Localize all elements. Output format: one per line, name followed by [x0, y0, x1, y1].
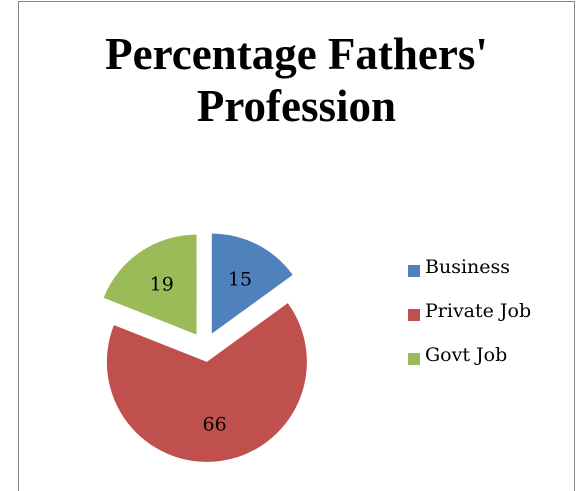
pie-slice-govt-job	[103, 234, 197, 335]
chart-title-line-2: Profession	[196, 81, 397, 131]
pie-slice-business	[211, 233, 293, 334]
data-label-business: 15	[228, 268, 252, 290]
legend-label-business: Business	[425, 256, 511, 278]
chart-title: Percentage Fathers' Profession	[18, 28, 575, 132]
legend-swatch-govt-job	[408, 353, 420, 365]
pie-slice-private-job	[106, 303, 307, 462]
legend-label-private-job: Private Job	[425, 300, 532, 322]
chart-title-line-1: Percentage Fathers'	[105, 29, 488, 79]
legend-label-govt-job: Govt Job	[425, 344, 508, 366]
data-label-govt-job: 19	[150, 273, 174, 295]
legend-swatch-business	[408, 265, 420, 277]
chart-border	[18, 1, 575, 491]
legend-swatch-private-job	[408, 309, 420, 321]
data-label-private-job: 66	[203, 413, 227, 435]
